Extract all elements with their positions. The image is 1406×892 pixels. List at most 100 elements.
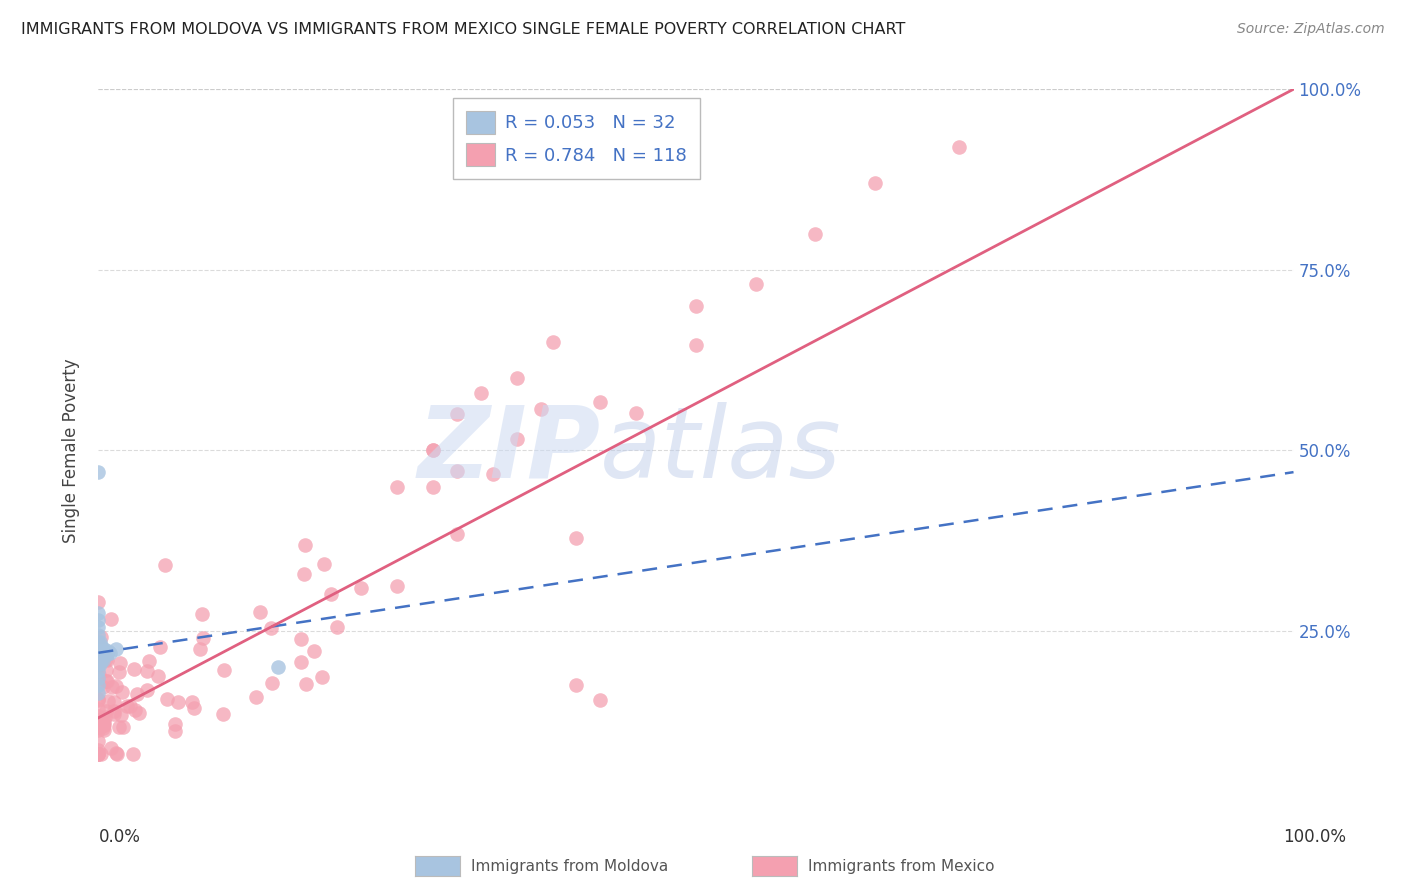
Point: [446, 464, 468, 478]
Point: [87, 650, 110, 665]
Point: [87, 671, 110, 685]
Text: 100.0%: 100.0%: [1284, 828, 1346, 846]
Point: [100, 612, 122, 626]
Point: [260, 621, 283, 635]
Point: [87, 606, 110, 620]
Point: [188, 641, 211, 656]
Point: [212, 663, 235, 677]
Point: [89, 635, 111, 649]
Point: [191, 607, 214, 621]
Point: [290, 632, 312, 646]
Point: [91, 722, 114, 736]
Point: [290, 655, 312, 669]
Point: [87, 635, 110, 649]
Point: [90, 646, 112, 660]
Point: [87, 747, 110, 761]
Point: [87, 628, 110, 642]
Point: [350, 582, 373, 596]
Point: [87, 659, 110, 673]
Point: [91, 653, 114, 667]
Text: Immigrants from Mexico: Immigrants from Mexico: [808, 859, 995, 873]
Point: [295, 677, 318, 691]
Text: 0.0%: 0.0%: [98, 828, 141, 846]
Point: [87, 717, 110, 731]
Point: [87, 678, 110, 692]
Point: [103, 704, 125, 718]
Point: [122, 747, 145, 761]
Point: [153, 558, 176, 573]
Point: [94, 710, 117, 724]
Point: [422, 442, 444, 457]
Point: [294, 538, 316, 552]
Point: [385, 480, 409, 494]
Point: [156, 692, 179, 706]
Point: [97, 644, 120, 658]
Text: IMMIGRANTS FROM MOLDOVA VS IMMIGRANTS FROM MEXICO SINGLE FEMALE POVERTY CORRELAT: IMMIGRANTS FROM MOLDOVA VS IMMIGRANTS FR…: [21, 22, 905, 37]
Point: [108, 720, 131, 734]
Point: [470, 385, 492, 400]
Point: [626, 406, 648, 420]
Point: [87, 664, 110, 678]
Point: [96, 653, 118, 667]
Point: [89, 649, 111, 664]
Point: [87, 620, 110, 634]
Point: [96, 673, 118, 688]
Point: [89, 642, 111, 657]
Point: [91, 646, 114, 660]
Point: [104, 746, 127, 760]
Point: [94, 652, 117, 666]
Point: [111, 685, 134, 699]
Point: [105, 642, 128, 657]
Point: [94, 705, 117, 719]
Point: [138, 654, 160, 668]
Point: [128, 706, 150, 721]
Point: [120, 698, 142, 713]
Point: [589, 692, 612, 706]
Point: [96, 647, 118, 661]
Point: [87, 655, 110, 669]
Point: [93, 714, 115, 729]
Point: [122, 662, 145, 676]
Point: [302, 644, 325, 658]
Point: [103, 695, 125, 709]
Point: [166, 695, 188, 709]
Point: [311, 670, 333, 684]
Point: [87, 701, 110, 715]
Point: [89, 657, 111, 671]
Point: [91, 714, 114, 729]
Point: [110, 707, 132, 722]
Point: [87, 720, 110, 734]
Point: [90, 630, 112, 644]
Point: [87, 715, 110, 730]
Point: [115, 699, 138, 714]
Point: [193, 632, 215, 646]
Point: [481, 467, 505, 481]
Text: Source: ZipAtlas.com: Source: ZipAtlas.com: [1237, 22, 1385, 37]
Text: Immigrants from Moldova: Immigrants from Moldova: [471, 859, 668, 873]
Point: [127, 687, 149, 701]
Point: [314, 557, 336, 571]
Point: [98, 646, 122, 660]
Point: [267, 660, 290, 674]
Point: [136, 682, 159, 697]
Point: [93, 649, 115, 664]
Point: [91, 642, 114, 657]
Point: [385, 579, 409, 593]
Legend: R = 0.053   N = 32, R = 0.784   N = 118: R = 0.053 N = 32, R = 0.784 N = 118: [453, 98, 700, 179]
Point: [87, 595, 110, 609]
Point: [91, 718, 114, 732]
Point: [87, 743, 110, 757]
Point: [87, 747, 110, 761]
Point: [685, 299, 707, 313]
Point: [565, 678, 588, 692]
Point: [93, 650, 115, 665]
Point: [87, 693, 110, 707]
Point: [105, 747, 128, 761]
Point: [149, 640, 172, 654]
Point: [101, 680, 124, 694]
Point: [90, 747, 112, 761]
Point: [589, 395, 612, 409]
Point: [93, 642, 115, 657]
Point: [541, 334, 564, 349]
Point: [165, 716, 187, 731]
